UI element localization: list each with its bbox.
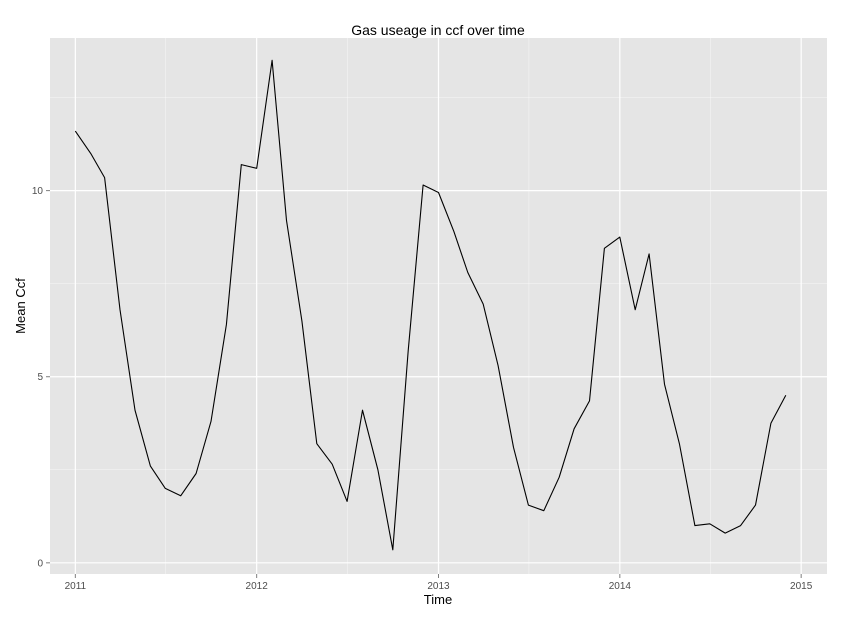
x-tick-label: 2014: [609, 581, 632, 592]
grid-lines: [50, 38, 827, 574]
y-axis-title: Mean Ccf: [13, 278, 28, 334]
x-tick-label: 2013: [427, 581, 450, 592]
x-axis-title: Time: [424, 592, 452, 607]
x-tick-label: 2015: [790, 581, 813, 592]
chart-title: Gas useage in ccf over time: [351, 22, 525, 38]
series-layer: [74, 59, 787, 551]
y-tick-label: 10: [32, 186, 44, 197]
x-tick-label: 2012: [246, 581, 269, 592]
y-tick-label: 0: [37, 558, 43, 569]
y-tick-label: 5: [37, 372, 43, 383]
axes-layer: 0 5 10 2011 2012 2013 2014 2015: [32, 186, 813, 592]
series-line: [74, 59, 787, 551]
x-tick-label: 2011: [65, 581, 87, 592]
